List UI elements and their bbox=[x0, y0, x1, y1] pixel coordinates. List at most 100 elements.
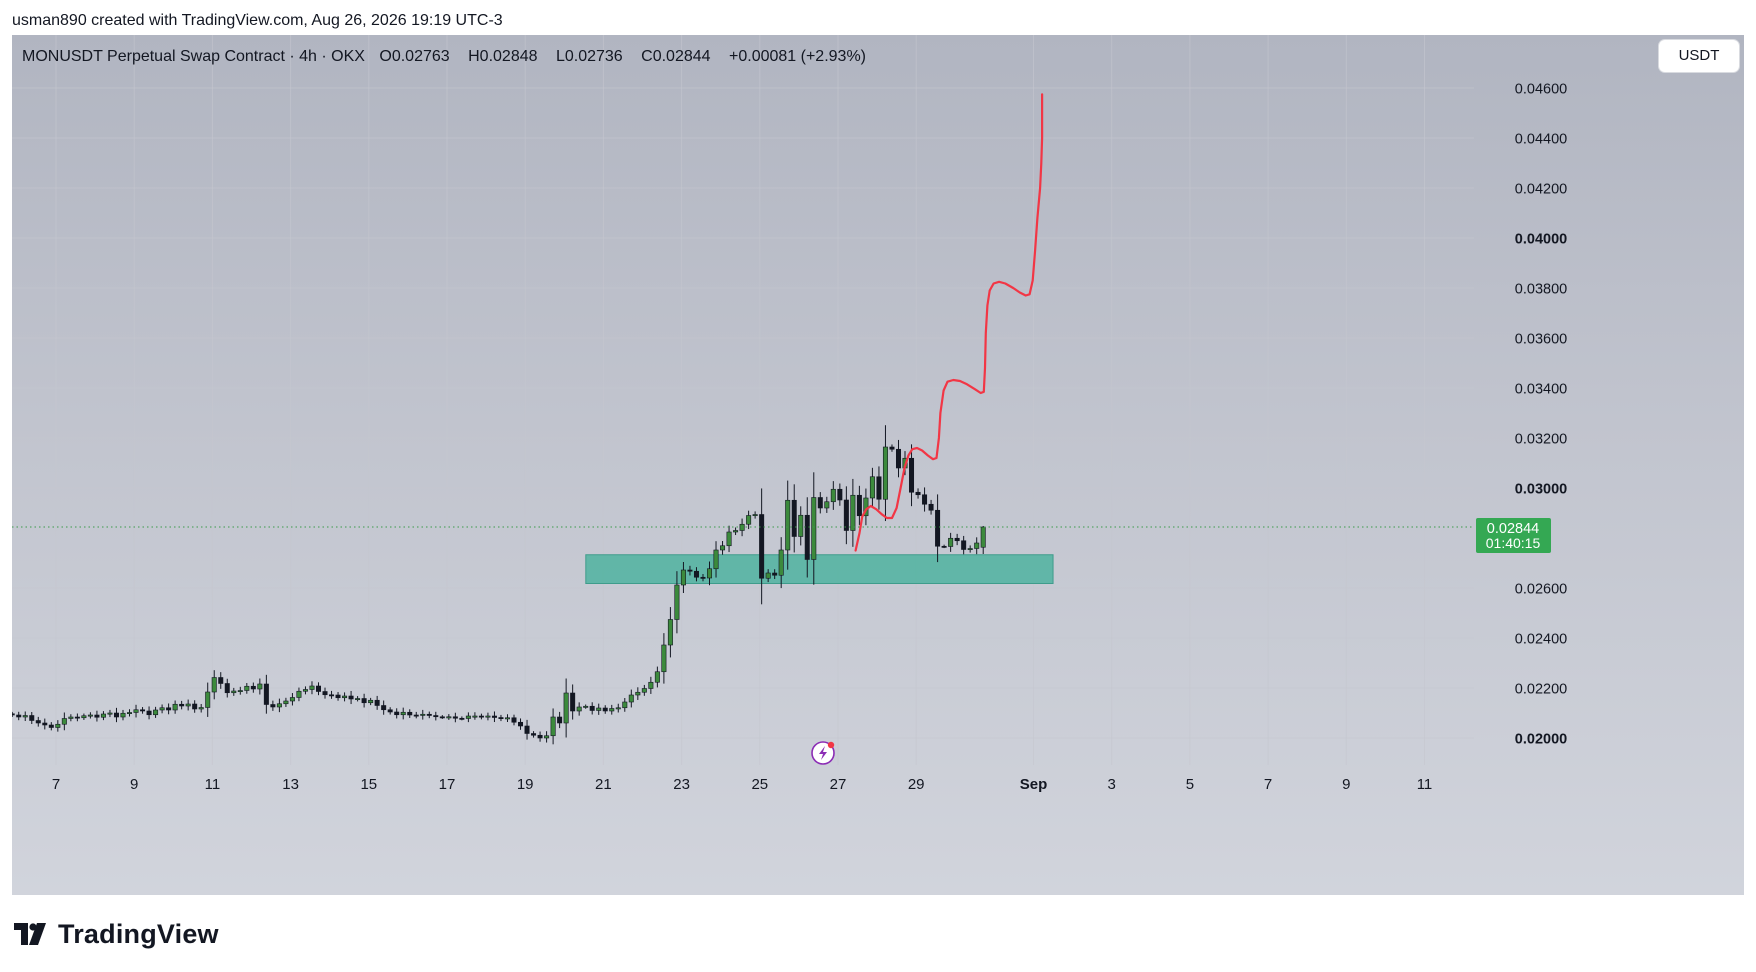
candle-body bbox=[231, 690, 237, 694]
legend-close: C0.02844 bbox=[641, 48, 711, 65]
candle-body bbox=[81, 715, 87, 719]
candle-body bbox=[302, 689, 308, 692]
candle-body bbox=[381, 705, 387, 711]
candle-body bbox=[895, 448, 901, 469]
price-chart[interactable]: 0.04600 0.04400 0.04200 0.04000 0.03800 0.036… bbox=[12, 35, 1744, 895]
candle bbox=[935, 494, 941, 563]
chart-frame[interactable]: 0.04600 0.04400 0.04200 0.04000 0.03800 0.036… bbox=[12, 35, 1744, 895]
candle-body bbox=[153, 709, 159, 716]
candle-body bbox=[140, 709, 146, 712]
legend-high: H0.02848 bbox=[468, 48, 538, 65]
candle bbox=[746, 510, 752, 530]
candle-body bbox=[772, 572, 778, 576]
tradingview-logo-icon bbox=[14, 923, 46, 945]
candle-body bbox=[420, 713, 426, 716]
candle bbox=[211, 670, 217, 700]
candle-body bbox=[954, 537, 960, 542]
candle bbox=[609, 704, 615, 715]
price-axis-label: 0.04600 bbox=[1515, 82, 1567, 98]
candle bbox=[413, 711, 419, 719]
candle bbox=[394, 708, 400, 719]
candle bbox=[140, 707, 146, 714]
candle bbox=[12, 711, 15, 717]
candle bbox=[830, 481, 836, 510]
candle bbox=[909, 444, 915, 507]
candle-body bbox=[61, 718, 67, 725]
candle bbox=[127, 709, 133, 717]
candle-body bbox=[817, 497, 823, 509]
price-axis-label: 0.03600 bbox=[1515, 332, 1567, 348]
candle-body bbox=[166, 707, 172, 711]
notification-dot bbox=[827, 741, 835, 749]
candle bbox=[446, 714, 452, 720]
candle-body bbox=[504, 717, 510, 720]
tradingview-wordmark: TradingView bbox=[58, 918, 219, 949]
candle-body bbox=[537, 734, 543, 739]
candle-body bbox=[778, 549, 784, 576]
tradingview-logo[interactable]: TradingView bbox=[14, 918, 219, 950]
candle-body bbox=[850, 494, 856, 531]
candle bbox=[928, 499, 934, 515]
candle-body bbox=[127, 712, 133, 715]
currency-button[interactable]: USDT bbox=[1659, 40, 1739, 72]
candle bbox=[576, 702, 582, 716]
time-axis-label: 29 bbox=[908, 776, 925, 793]
candle-body bbox=[315, 685, 321, 692]
candle-body bbox=[224, 683, 230, 694]
candle-body bbox=[413, 714, 419, 717]
candle-body bbox=[746, 515, 752, 525]
candle bbox=[961, 535, 967, 555]
candle bbox=[641, 684, 647, 696]
candle bbox=[648, 676, 654, 694]
candle bbox=[407, 709, 413, 718]
candle bbox=[843, 486, 849, 545]
candle-body bbox=[824, 501, 830, 509]
candle-body bbox=[798, 514, 804, 537]
price-axis-label: 0.03400 bbox=[1515, 382, 1567, 398]
time-axis-label: 11 bbox=[205, 776, 221, 793]
candle bbox=[322, 687, 328, 699]
candle-body bbox=[615, 707, 621, 710]
price-axis-label: 0.03000 bbox=[1515, 482, 1567, 498]
candle-body bbox=[55, 723, 61, 728]
candle-body bbox=[596, 707, 602, 711]
price-axis-label: 0.04400 bbox=[1515, 132, 1567, 148]
candle bbox=[583, 704, 589, 709]
candle bbox=[622, 697, 628, 712]
candle-body bbox=[387, 709, 393, 713]
candle-body bbox=[922, 494, 928, 505]
candle-body bbox=[94, 714, 100, 718]
candle-body bbox=[342, 695, 348, 699]
candle bbox=[55, 720, 61, 732]
candle-body bbox=[602, 707, 608, 712]
price-axis-label: 0.02000 bbox=[1515, 732, 1567, 748]
candle-body bbox=[446, 716, 452, 719]
candle bbox=[302, 686, 308, 695]
time-axis: 7 9 11 13 15 17 19 21 23 25 27 29 Sep 3 5 7 9 11 bbox=[52, 776, 1432, 793]
candle bbox=[804, 497, 810, 578]
legend-change: +0.00081 (+2.93%) bbox=[729, 48, 866, 65]
candles-layer bbox=[12, 425, 986, 745]
price-axis-label: 0.03800 bbox=[1515, 282, 1567, 298]
candle bbox=[270, 700, 276, 711]
candle bbox=[726, 525, 732, 553]
candle-body bbox=[459, 717, 465, 720]
candle-body bbox=[335, 694, 341, 699]
candle-body bbox=[948, 537, 954, 547]
candle bbox=[459, 716, 465, 721]
candle bbox=[113, 707, 119, 723]
candle bbox=[687, 565, 693, 576]
candle bbox=[218, 672, 224, 689]
candle bbox=[589, 702, 595, 715]
candle bbox=[693, 567, 699, 582]
candle bbox=[504, 714, 510, 723]
chart-credit: usman890 created with TradingView.com, A… bbox=[12, 12, 503, 29]
candle-body bbox=[889, 446, 895, 450]
candle-body bbox=[518, 721, 524, 727]
candle-body bbox=[687, 569, 693, 572]
time-axis-label: 21 bbox=[595, 776, 612, 793]
candle-body bbox=[967, 548, 973, 551]
candle-countdown: 01:40:15 bbox=[1486, 535, 1541, 551]
candle-body bbox=[289, 697, 295, 702]
